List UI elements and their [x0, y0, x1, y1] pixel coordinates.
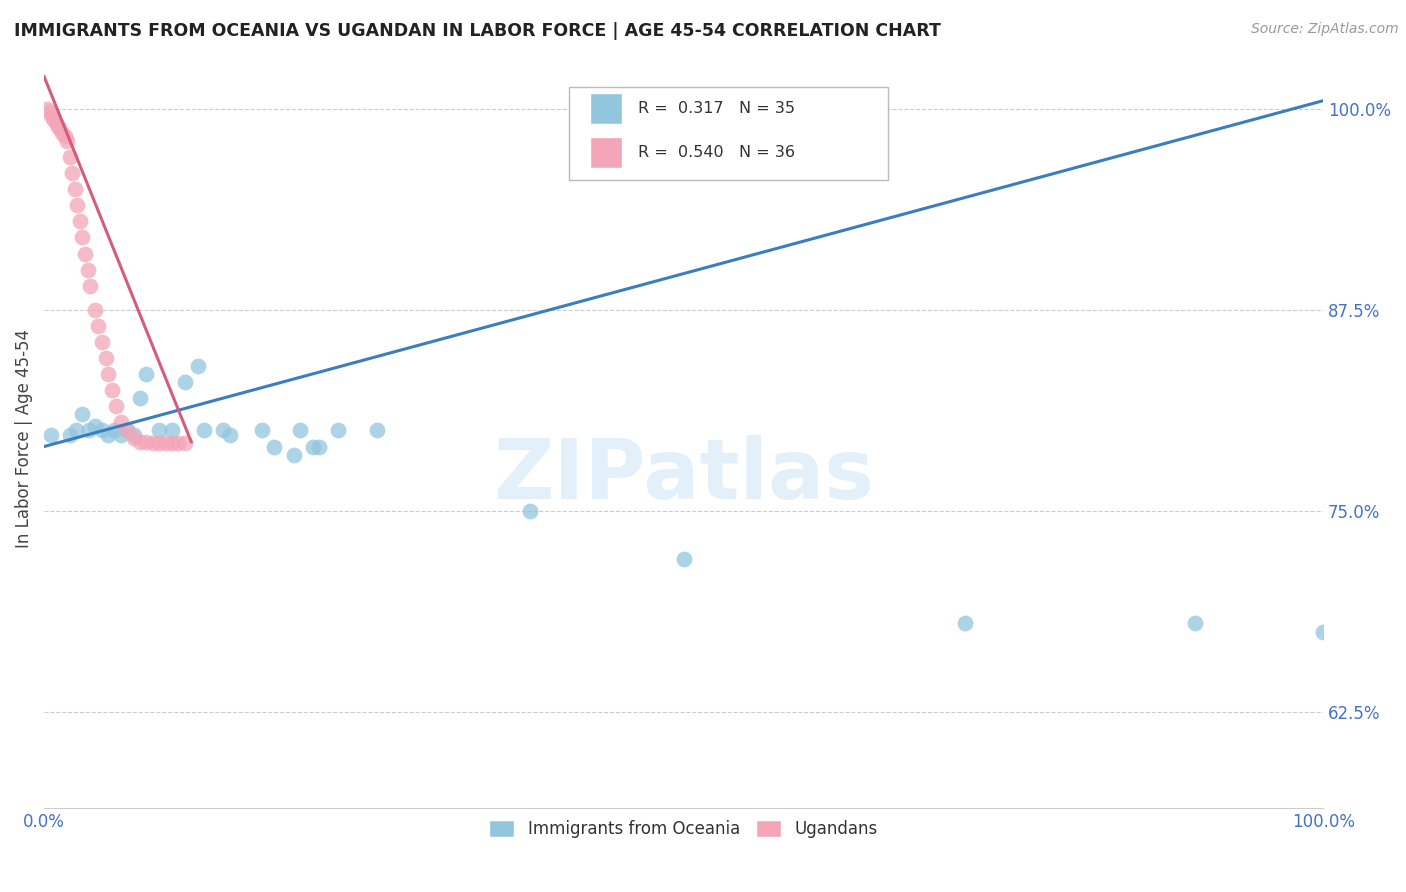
Point: [142, 436, 165, 450]
Point: [193, 424, 215, 438]
Point: [173, 375, 195, 389]
Point: [87, 318, 110, 333]
Point: [167, 436, 190, 450]
Point: [110, 428, 132, 442]
Text: IMMIGRANTS FROM OCEANIA VS UGANDAN IN LABOR FORCE | AGE 45-54 CORRELATION CHART: IMMIGRANTS FROM OCEANIA VS UGANDAN IN LA…: [14, 22, 941, 40]
Point: [38, 105, 60, 120]
Point: [519, 504, 541, 518]
Point: [65, 424, 87, 438]
Point: [283, 448, 305, 462]
Point: [84, 418, 107, 433]
Point: [53, 129, 76, 144]
Point: [44, 113, 66, 128]
Point: [328, 424, 350, 438]
Point: [1312, 624, 1334, 639]
Text: Source: ZipAtlas.com: Source: ZipAtlas.com: [1251, 22, 1399, 37]
Point: [104, 400, 127, 414]
Point: [90, 334, 112, 349]
Point: [301, 440, 323, 454]
Point: [117, 424, 139, 438]
Point: [56, 134, 79, 148]
Point: [41, 110, 63, 124]
Point: [117, 424, 139, 438]
Point: [953, 616, 976, 631]
Text: R =  0.540   N = 36: R = 0.540 N = 36: [637, 145, 794, 161]
Point: [69, 214, 91, 228]
Point: [63, 182, 86, 196]
Bar: [591, 94, 623, 124]
Point: [308, 440, 330, 454]
Point: [366, 424, 388, 438]
Point: [672, 552, 695, 566]
Point: [45, 118, 67, 132]
Point: [77, 424, 100, 438]
Point: [129, 391, 152, 405]
Point: [90, 424, 112, 438]
Point: [212, 424, 235, 438]
Point: [48, 121, 70, 136]
Point: [160, 424, 183, 438]
Y-axis label: In Labor Force | Age 45-54: In Labor Force | Age 45-54: [15, 329, 32, 548]
Point: [103, 424, 125, 438]
Point: [59, 150, 82, 164]
Point: [135, 434, 157, 449]
Point: [39, 428, 62, 442]
Point: [155, 436, 177, 450]
Point: [66, 198, 89, 212]
Point: [1184, 616, 1206, 631]
Point: [76, 262, 98, 277]
Point: [110, 416, 132, 430]
Point: [263, 440, 285, 454]
Point: [135, 367, 157, 381]
Legend: Immigrants from Oceania, Ugandans: Immigrants from Oceania, Ugandans: [482, 813, 884, 845]
Text: R =  0.317   N = 35: R = 0.317 N = 35: [637, 102, 794, 116]
Point: [97, 367, 120, 381]
Point: [60, 166, 83, 180]
Point: [250, 424, 273, 438]
Point: [73, 246, 96, 260]
Point: [160, 436, 183, 450]
Point: [79, 278, 101, 293]
Point: [51, 126, 73, 140]
Point: [187, 359, 209, 373]
Point: [173, 436, 195, 450]
Point: [101, 383, 124, 397]
Point: [94, 351, 117, 365]
Point: [122, 432, 145, 446]
Point: [97, 428, 120, 442]
Point: [35, 102, 58, 116]
Point: [218, 428, 240, 442]
Bar: [591, 137, 623, 169]
Point: [72, 230, 94, 244]
Point: [148, 424, 170, 438]
Point: [72, 408, 94, 422]
Point: [122, 428, 145, 442]
Point: [129, 434, 152, 449]
FancyBboxPatch shape: [568, 87, 889, 179]
Point: [148, 436, 170, 450]
Point: [84, 302, 107, 317]
Point: [59, 428, 82, 442]
Text: ZIPatlas: ZIPatlas: [494, 435, 875, 516]
Point: [288, 424, 311, 438]
